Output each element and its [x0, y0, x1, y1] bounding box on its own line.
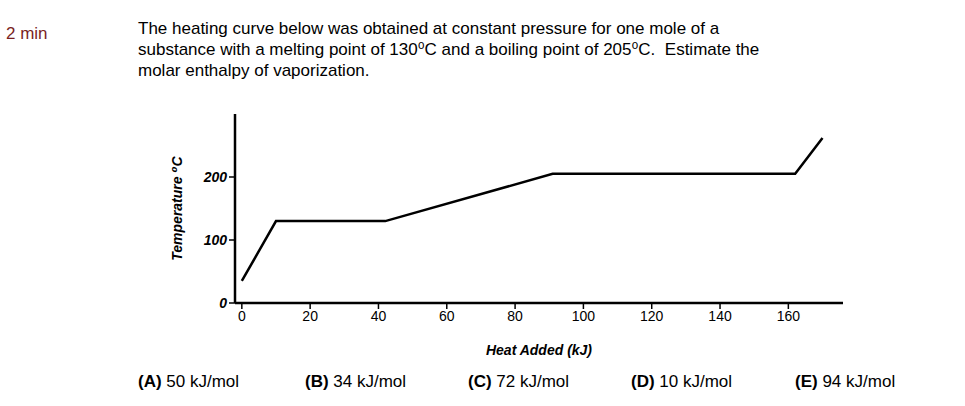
html-text:substance with a melting point: substance with a melting point of 130⁰C … [138, 40, 760, 59]
svg-text:0: 0 [219, 295, 227, 311]
svg-text:100: 100 [204, 232, 228, 248]
svg-text:160: 160 [777, 308, 801, 324]
svg-text:100: 100 [572, 308, 596, 324]
svg-text:80: 80 [507, 308, 523, 324]
svg-text:120: 120 [640, 308, 664, 324]
html-text:2 min: 2 min [6, 24, 48, 43]
html-text:(A) 50 kJ/mol: (A) 50 kJ/mol [138, 372, 240, 391]
svg-text:20: 20 [302, 308, 318, 324]
svg-text:Heat Added (kJ): Heat Added (kJ) [486, 342, 592, 358]
html-text:The heating curve below was ob: The heating curve below was obtained at … [138, 19, 720, 38]
svg-text:60: 60 [439, 308, 455, 324]
svg-text:200: 200 [203, 169, 228, 185]
svg-text:40: 40 [371, 308, 387, 324]
svg-text:140: 140 [708, 308, 732, 324]
html-text:(D) 10 kJ/mol: (D) 10 kJ/mol [631, 372, 733, 391]
svg-text:0: 0 [238, 308, 246, 324]
html-text:(C) 72 kJ/mol: (C) 72 kJ/mol [468, 372, 570, 391]
html-text:molar enthalpy of vaporization: molar enthalpy of vaporization. [138, 61, 370, 80]
html-text:(E) 94 kJ/mol: (E) 94 kJ/mol [795, 372, 896, 391]
html-text:(B) 34 kJ/mol: (B) 34 kJ/mol [305, 372, 407, 391]
svg-text:Temperature ⁰C: Temperature ⁰C [169, 155, 185, 260]
